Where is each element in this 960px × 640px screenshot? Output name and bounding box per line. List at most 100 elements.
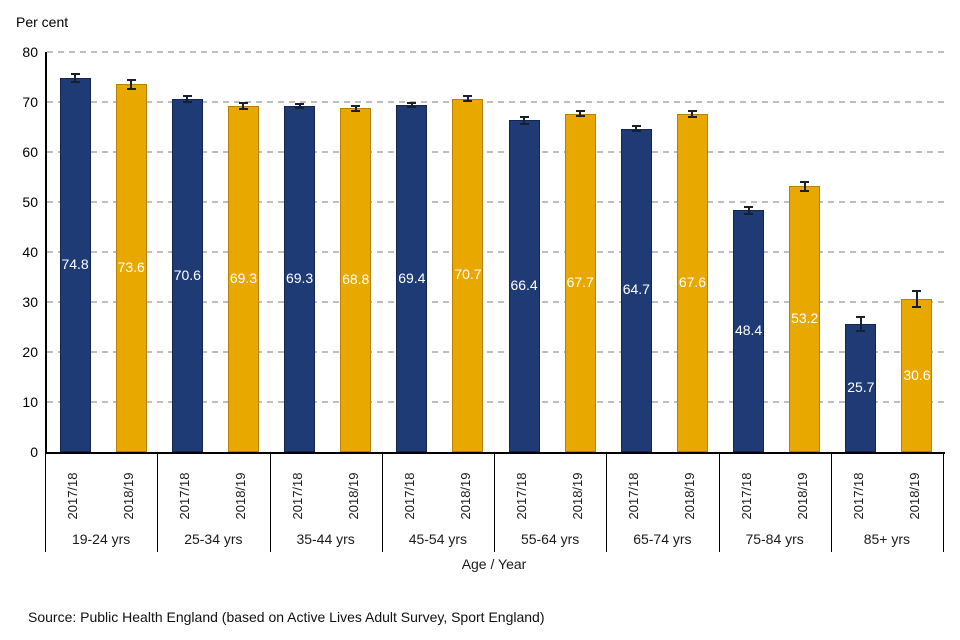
error-bar <box>800 180 810 192</box>
bar-2017-18 <box>508 120 540 452</box>
year-tick-label: 2018/19 <box>345 472 361 520</box>
bar-value-label: 70.7 <box>454 266 482 283</box>
source-text: Source: Public Health England (based on … <box>28 609 545 625</box>
error-bar-cap-bottom <box>575 115 585 117</box>
bar-value-label: 30.6 <box>903 366 931 383</box>
error-bar-cap-top <box>856 315 866 318</box>
bar-value-label: 64.7 <box>622 281 650 298</box>
error-bar-line <box>186 95 189 103</box>
group-divider <box>494 454 495 552</box>
error-bar <box>687 110 697 118</box>
year-tick-label: 2017/18 <box>850 472 866 520</box>
category-label: 35-44 yrs <box>296 531 355 547</box>
error-bar <box>70 73 80 83</box>
error-bar-cap-top <box>912 290 922 292</box>
y-tick-label-80: 80 <box>22 44 38 60</box>
error-bar-cap-top <box>295 102 305 105</box>
error-bar-line <box>691 110 694 118</box>
error-bar <box>856 315 866 332</box>
year-tick-label: 2017/18 <box>289 472 305 520</box>
gridline-10 <box>47 401 945 403</box>
bar-2017-18 <box>396 105 428 452</box>
year-tick-label: 2018/19 <box>121 472 137 520</box>
gridline-60 <box>47 151 945 153</box>
y-axis-unit-label: Per cent <box>16 14 69 30</box>
group-divider <box>830 454 832 552</box>
error-bar-cap-bottom <box>463 100 473 102</box>
error-bar-cap-bottom <box>856 329 866 332</box>
error-bar <box>912 290 922 308</box>
category-label: 75-84 yrs <box>745 531 804 547</box>
category-label: 55-64 yrs <box>520 531 580 547</box>
y-tick-label-0: 0 <box>30 444 38 460</box>
year-tick-label: 2018/19 <box>794 472 810 520</box>
bar-2018-19 <box>227 105 259 452</box>
error-bar <box>295 102 305 109</box>
error-bar-line <box>635 125 638 132</box>
error-bar-line <box>242 101 245 110</box>
error-bar-cap-bottom <box>912 306 922 308</box>
gridline-30 <box>47 301 945 303</box>
error-bar <box>631 125 641 132</box>
plot-area: 74.8 70.6 69.3 69.4 66.4 64.7 48.4 25.7 73.6 69.3… <box>45 51 945 454</box>
year-tick-label: 2018/19 <box>906 472 922 520</box>
gridline-40 <box>47 251 945 253</box>
group-divider <box>269 454 271 552</box>
error-bar-cap-bottom <box>351 109 361 112</box>
group-divider <box>718 454 720 552</box>
error-bar-cap-bottom <box>519 122 529 125</box>
error-bar <box>238 101 248 110</box>
bar-value-label: 53.2 <box>791 310 819 326</box>
category-label: 85+ yrs <box>863 531 911 547</box>
error-bar-line <box>130 78 133 90</box>
error-bar-cap-bottom <box>744 212 754 215</box>
error-bar-line <box>410 102 413 108</box>
bar-2018-19 <box>789 186 821 452</box>
error-bar-line <box>859 315 862 332</box>
group-divider <box>381 454 383 552</box>
year-tick-label: 2018/19 <box>457 472 473 520</box>
error-bar-cap-bottom <box>182 101 192 103</box>
error-bar <box>463 95 473 102</box>
error-bar-cap-top <box>407 102 417 104</box>
bar-2018-19 <box>115 84 147 452</box>
bar-2018-19 <box>452 98 484 452</box>
y-tick-label-10: 10 <box>22 394 38 410</box>
bar-value-label: 74.8 <box>61 256 89 272</box>
error-bar-cap-bottom <box>126 87 136 90</box>
y-tick-label-40: 40 <box>22 244 38 260</box>
error-bar-cap-bottom <box>687 116 697 118</box>
category-label: 45-54 yrs <box>408 531 468 547</box>
bar-value-label: 70.6 <box>173 266 201 283</box>
error-bar-cap-bottom <box>295 106 305 109</box>
category-label: 25-34 yrs <box>184 531 243 547</box>
y-tick-label-20: 20 <box>22 344 38 360</box>
error-bar-cap-bottom <box>407 106 417 108</box>
bar-2017-18 <box>733 210 765 452</box>
error-bar-cap-top <box>575 110 585 112</box>
year-tick-label: 2017/18 <box>514 472 530 520</box>
error-bar-line <box>354 104 357 112</box>
bar-2018-19 <box>676 114 708 452</box>
gridline-80 <box>47 51 945 53</box>
error-bar <box>407 102 417 108</box>
group-divider <box>606 454 608 552</box>
bar-value-label: 69.4 <box>398 269 426 286</box>
error-bar-cap-top <box>238 101 248 104</box>
error-bar-line <box>74 73 77 83</box>
error-bar-cap-top <box>126 78 136 81</box>
error-bar-line <box>747 205 750 215</box>
error-bar-cap-bottom <box>70 81 80 83</box>
bar-value-label: 73.6 <box>117 259 145 275</box>
year-tick-label: 2017/18 <box>65 472 81 520</box>
error-bar <box>182 95 192 103</box>
bar-2017-18 <box>845 323 877 452</box>
error-bar-cap-top <box>744 205 754 208</box>
error-bar-cap-top <box>519 115 529 118</box>
bar-value-label: 25.7 <box>847 378 875 395</box>
x-axis-title: Age / Year <box>461 556 527 572</box>
error-bar-cap-top <box>631 125 641 127</box>
bar-value-label: 69.3 <box>229 269 258 286</box>
y-tick-label-50: 50 <box>22 194 38 210</box>
